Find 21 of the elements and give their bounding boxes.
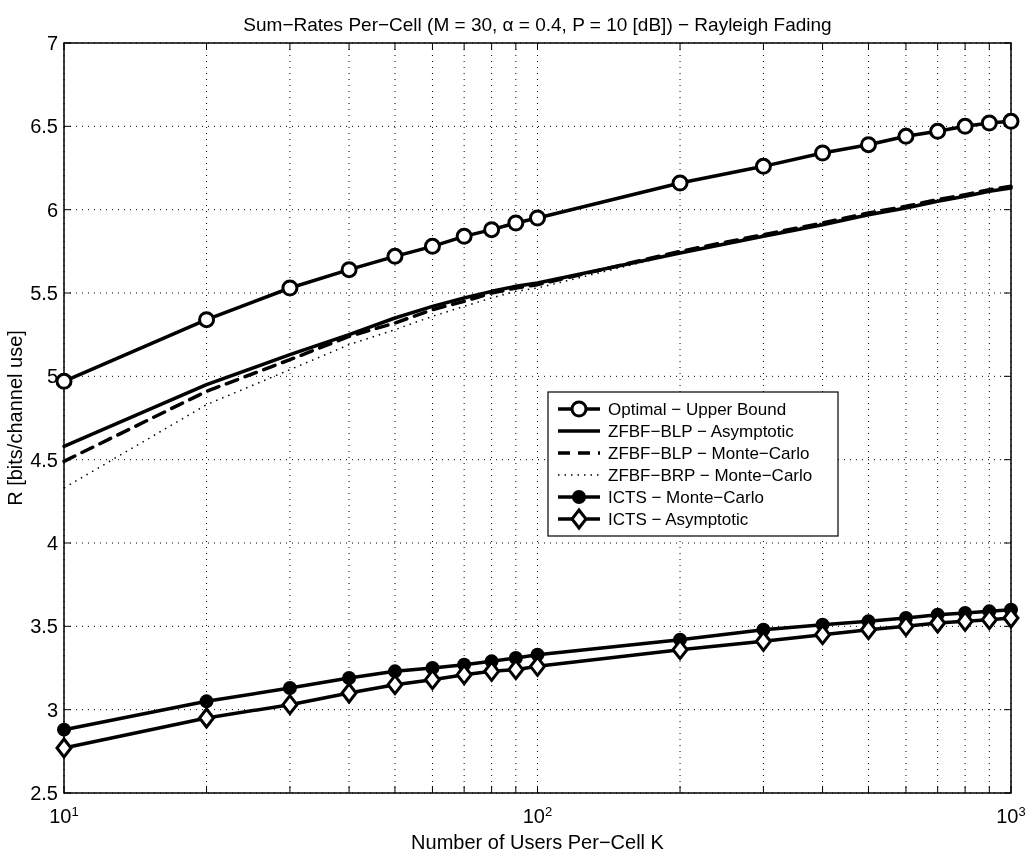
- legend-label: ZFBF−BLP − Asymptotic: [608, 421, 795, 441]
- legend-label: ZFBF−BRP − Monte−Carlo: [608, 465, 813, 485]
- chart-title: Sum−Rates Per−Cell (M = 30, α = 0.4, P = 10 [dB]) − Rayleigh Fading: [243, 14, 832, 35]
- y-axis-title: R [bits/channel use]: [4, 330, 26, 506]
- x-tick-label: 10$^{1}$: [49, 803, 79, 827]
- x-axis-title: Number of Users Per−Cell K: [411, 831, 665, 853]
- y-tick-label: 4: [46, 532, 58, 554]
- y-tick-label: 4.5: [30, 448, 58, 471]
- legend-label: ZFBF−BLP − Monte−Carlo: [608, 443, 810, 463]
- y-tick-label: 6.5: [30, 115, 58, 138]
- y-tick-label: 3.5: [30, 615, 58, 638]
- x-tick-label: 10$^{3}$: [996, 803, 1026, 827]
- legend-label: ICTS − Asymptotic: [608, 509, 749, 529]
- y-tick-label: 3: [46, 698, 58, 721]
- y-tick-label: 5.5: [30, 282, 58, 304]
- y-tick-label: 6: [46, 198, 58, 221]
- x-tick-label: 10$^{2}$: [522, 803, 553, 827]
- legend-label: Optimal − Upper Bound: [608, 399, 787, 419]
- y-tick-label: 2.5: [30, 782, 58, 804]
- y-tick-label: 7: [46, 32, 58, 54]
- legend-label: ICTS − Monte−Carlo: [608, 487, 764, 507]
